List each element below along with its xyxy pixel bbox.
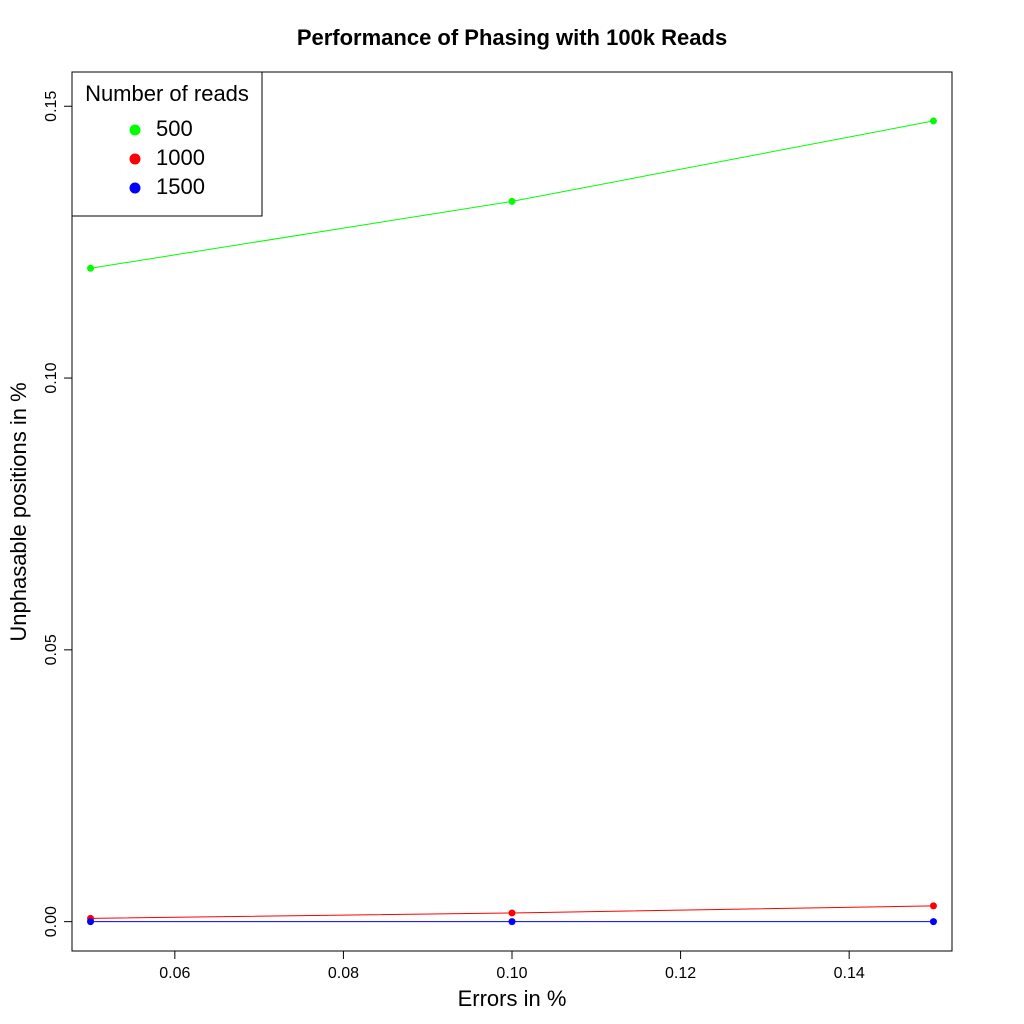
- legend-item: 500: [129, 116, 193, 141]
- y-axis: 0.00 0.05 0.10 0.15: [43, 91, 73, 937]
- y-tick-label: 0.00: [43, 906, 60, 937]
- data-point: [929, 902, 937, 910]
- data-point: [87, 264, 95, 272]
- x-tick-label: 0.12: [665, 965, 696, 982]
- y-axis-label: Unphasable positions in %: [6, 382, 31, 641]
- series-layer: [87, 117, 937, 926]
- legend-item: 1500: [129, 174, 205, 199]
- legend-label: 1000: [156, 145, 205, 170]
- x-axis-label: Errors in %: [458, 986, 567, 1011]
- x-tick-label: 0.14: [834, 965, 865, 982]
- legend-label: 1500: [156, 174, 205, 199]
- x-tick-label: 0.06: [159, 965, 190, 982]
- data-point: [929, 918, 937, 926]
- legend-item: 1000: [129, 145, 205, 170]
- legend-title: Number of reads: [85, 81, 249, 106]
- legend: Number of reads 500 1000 1500: [71, 71, 263, 217]
- data-point: [508, 197, 516, 205]
- y-tick-label: 0.05: [43, 634, 60, 665]
- y-tick-label: 0.15: [43, 91, 60, 122]
- chart-title: Performance of Phasing with 100k Reads: [297, 25, 727, 50]
- data-point: [87, 918, 95, 926]
- x-tick-label: 0.10: [496, 965, 527, 982]
- series-500: [87, 117, 937, 272]
- legend-marker: [129, 153, 141, 165]
- legend-label: 500: [156, 116, 193, 141]
- data-point: [508, 909, 516, 917]
- data-point: [929, 117, 937, 125]
- legend-box: [71, 71, 263, 217]
- x-axis: 0.06 0.08 0.10 0.12 0.14: [159, 950, 865, 982]
- data-point: [508, 918, 516, 926]
- legend-marker: [129, 182, 141, 194]
- legend-marker: [129, 124, 141, 136]
- legend-items: 500 1000 1500: [129, 116, 205, 199]
- x-tick-label: 0.08: [328, 965, 359, 982]
- y-tick-label: 0.10: [43, 362, 60, 393]
- series-1500: [87, 918, 937, 926]
